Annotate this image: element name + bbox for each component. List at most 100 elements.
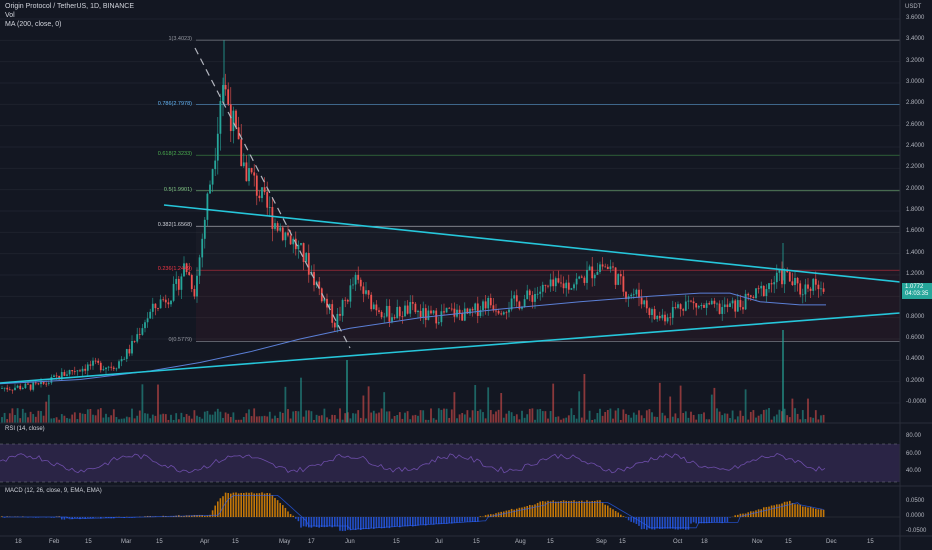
macd-histogram-bar xyxy=(271,495,274,517)
volume-bar xyxy=(8,413,11,423)
macd-histogram-bar xyxy=(685,517,687,530)
candle-body xyxy=(406,305,409,314)
volume-bar xyxy=(604,411,607,423)
volume-bar xyxy=(684,411,687,423)
candle-body xyxy=(224,84,227,90)
volume-bar xyxy=(190,418,193,423)
candle-body xyxy=(19,385,22,390)
time-tick: Jul xyxy=(435,539,443,545)
volume-bar xyxy=(476,410,479,423)
macd-histogram-bar xyxy=(339,517,341,531)
volume-bar xyxy=(700,413,703,423)
candle-body xyxy=(448,307,451,309)
candle-body xyxy=(219,100,222,134)
volume-bar xyxy=(112,409,115,423)
candle-body xyxy=(68,370,71,375)
volume-bar xyxy=(94,415,97,423)
volume-bar xyxy=(105,413,107,423)
time-tick: 17 xyxy=(308,539,315,545)
candle-body xyxy=(206,193,209,220)
volume-bar xyxy=(557,416,560,423)
macd-histogram-bar xyxy=(612,509,614,517)
volume-bar xyxy=(593,419,596,423)
volume-bar xyxy=(255,416,258,423)
volume-bar xyxy=(630,417,633,423)
fib-level-label: 0.786(2.7978) xyxy=(157,100,192,107)
volume-bar xyxy=(705,419,708,423)
candle-body xyxy=(656,315,659,320)
candle-body xyxy=(263,187,266,193)
macd-histogram-bar xyxy=(66,517,68,519)
macd-histogram-bar xyxy=(583,501,586,517)
candle-body xyxy=(245,162,248,182)
macd-histogram-bar xyxy=(648,517,651,529)
macd-histogram-bar xyxy=(412,517,414,527)
candle-body xyxy=(580,276,583,278)
volume-legend[interactable]: Vol xyxy=(5,12,15,19)
volume-bar xyxy=(203,411,206,423)
price-tick: 2.6000 xyxy=(906,121,925,128)
candle-body xyxy=(281,227,284,241)
macd-histogram-bar xyxy=(235,492,237,517)
macd-histogram-bar xyxy=(526,506,528,517)
candle-body xyxy=(318,281,321,289)
time-tick: 15 xyxy=(156,539,163,545)
volume-bar xyxy=(79,412,81,423)
macd-histogram-bar xyxy=(422,517,424,525)
candle-body xyxy=(375,304,378,311)
volume-bar xyxy=(505,413,508,423)
volume-bar xyxy=(474,385,477,423)
macd-histogram-bar xyxy=(443,517,445,524)
macd-histogram-bar xyxy=(71,517,73,520)
volume-bar xyxy=(250,416,253,423)
macd-histogram-bar xyxy=(768,506,770,517)
candle-body xyxy=(674,307,677,308)
macd-histogram-bar xyxy=(68,517,71,519)
volume-bar xyxy=(814,410,817,423)
volume-bar xyxy=(86,409,89,423)
volume-bar xyxy=(40,411,42,423)
candle-body xyxy=(99,362,102,371)
candle-body xyxy=(695,303,698,308)
macd-histogram-bar xyxy=(765,507,768,517)
candle-body xyxy=(336,313,339,328)
candle-body xyxy=(196,275,198,297)
macd-histogram-bar xyxy=(469,517,471,522)
candle-body xyxy=(567,282,570,290)
candle-body xyxy=(357,274,360,280)
volume-bar xyxy=(775,414,778,423)
time-tick: Dec xyxy=(826,539,837,545)
candle-body xyxy=(453,308,456,317)
candle-body xyxy=(817,284,820,290)
volume-bar xyxy=(541,411,544,423)
price-tick: 1.2000 xyxy=(906,271,925,277)
volume-bar xyxy=(331,414,334,423)
volume-bar xyxy=(547,418,549,423)
candle-body xyxy=(773,282,776,285)
time-tick: Apr xyxy=(200,539,210,545)
ma-legend[interactable]: MA (200, close, 0) xyxy=(5,21,62,28)
macd-histogram-bar xyxy=(698,517,700,524)
volume-bar xyxy=(718,411,721,423)
candle-body xyxy=(27,383,29,385)
volume-bar xyxy=(66,418,68,423)
volume-bar xyxy=(539,408,542,423)
rsi-title[interactable]: RSI (14, close) xyxy=(5,426,45,432)
volume-bar xyxy=(401,418,404,423)
volume-bar xyxy=(175,413,178,423)
macd-histogram-bar xyxy=(757,509,760,517)
macd-histogram-bar xyxy=(321,517,323,528)
macd-title[interactable]: MACD (12, 26, close, 9, EMA, EMA) xyxy=(5,488,102,494)
candle-body xyxy=(666,317,669,322)
volume-bar xyxy=(34,416,37,423)
volume-bar xyxy=(755,417,757,423)
volume-bar xyxy=(263,415,266,423)
volume-bar xyxy=(708,419,711,423)
candle-body xyxy=(661,314,664,319)
volume-bar xyxy=(627,415,630,423)
candle-body xyxy=(40,381,42,385)
candle-body xyxy=(128,349,131,354)
volume-bar xyxy=(786,415,789,423)
rsi-band xyxy=(0,444,900,482)
